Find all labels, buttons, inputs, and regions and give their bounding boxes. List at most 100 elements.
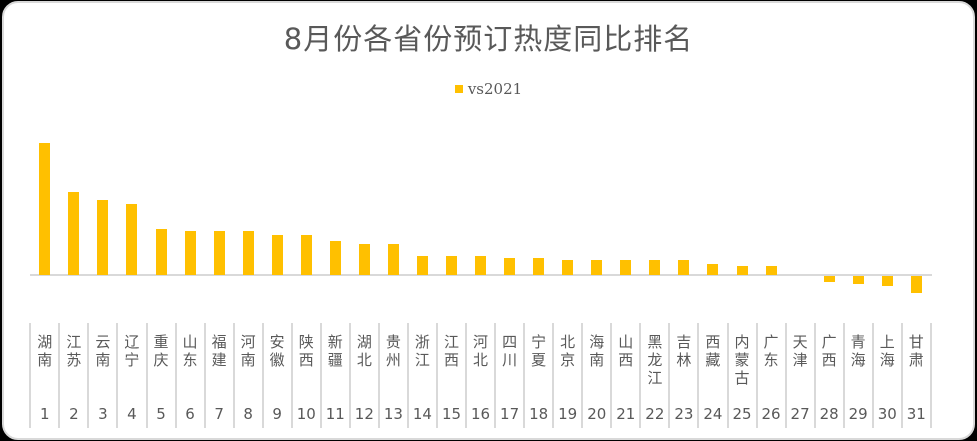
bar xyxy=(562,260,574,275)
category-label: 天津 xyxy=(792,333,808,369)
bar xyxy=(184,231,196,275)
category-divider xyxy=(668,323,671,428)
bar xyxy=(823,276,835,282)
category-label: 四川 xyxy=(502,333,518,369)
bar xyxy=(765,266,777,275)
bar xyxy=(475,256,487,275)
rank-label: 28 xyxy=(819,405,839,423)
rank-label: 24 xyxy=(703,405,723,423)
bar xyxy=(68,192,80,275)
category-label: 河北 xyxy=(473,333,489,369)
category-label: 黑龙江 xyxy=(647,333,663,387)
category-divider xyxy=(465,323,468,428)
category-label: 云南 xyxy=(95,333,111,369)
rank-label: 15 xyxy=(441,405,462,423)
category-label: 青海 xyxy=(850,333,866,369)
bar xyxy=(97,200,109,275)
category-divider xyxy=(377,323,380,428)
category-divider xyxy=(871,323,874,428)
bar xyxy=(446,256,458,275)
category-divider xyxy=(436,323,438,428)
rank-label: 14 xyxy=(412,405,432,423)
category-label: 江西 xyxy=(443,333,459,369)
bar xyxy=(358,244,370,275)
rank-label: 5 xyxy=(156,405,166,423)
category-label: 陕西 xyxy=(298,333,314,369)
category-label: 湖北 xyxy=(356,333,372,369)
category-divider xyxy=(116,323,119,428)
bar xyxy=(271,235,283,275)
bar xyxy=(881,276,893,286)
bar xyxy=(678,260,690,275)
rank-label: 8 xyxy=(243,405,253,423)
category-divider xyxy=(813,323,816,428)
rank-label: 4 xyxy=(127,405,137,423)
bar xyxy=(852,276,864,284)
category-label: 安徽 xyxy=(269,333,285,369)
category-divider xyxy=(900,323,903,428)
rank-label: 16 xyxy=(471,405,491,423)
category-divider xyxy=(87,323,90,428)
category-divider xyxy=(726,323,729,428)
bar xyxy=(242,231,254,275)
rank-label: 30 xyxy=(877,405,897,423)
category-divider xyxy=(929,323,932,428)
bar xyxy=(649,260,661,275)
category-label: 江苏 xyxy=(66,333,82,369)
category-label: 辽宁 xyxy=(124,333,140,369)
bar xyxy=(707,264,719,275)
category-divider xyxy=(639,323,642,428)
category-label: 海南 xyxy=(589,333,605,369)
rank-label: 10 xyxy=(296,405,316,423)
category-divider xyxy=(755,323,758,428)
category-label: 山西 xyxy=(618,333,634,369)
legend-swatch-icon xyxy=(454,85,463,93)
rank-label: 26 xyxy=(761,405,781,423)
category-divider xyxy=(232,323,235,428)
rank-label: 22 xyxy=(645,405,665,423)
chart-title: 8月份各省份预订热度同比排名 xyxy=(283,22,694,56)
bar xyxy=(387,244,399,275)
rank-label: 19 xyxy=(558,405,578,423)
rank-label: 3 xyxy=(98,405,108,423)
bar xyxy=(155,229,167,275)
category-divider xyxy=(610,323,613,428)
rank-label: 11 xyxy=(325,405,345,423)
category-label: 内蒙古 xyxy=(734,333,750,387)
bar xyxy=(736,266,748,275)
category-label: 贵州 xyxy=(385,333,401,369)
bar xyxy=(126,204,138,275)
bar xyxy=(620,260,632,275)
bar xyxy=(329,241,341,275)
rank-label: 23 xyxy=(674,405,694,423)
category-axis-line xyxy=(30,274,932,276)
category-divider xyxy=(842,323,845,428)
category-divider xyxy=(58,323,61,428)
bar xyxy=(533,258,545,275)
rank-label: 2 xyxy=(69,405,79,423)
rank-label: 29 xyxy=(848,405,868,423)
category-divider xyxy=(174,323,177,428)
category-label: 浙江 xyxy=(414,333,430,369)
rank-label: 20 xyxy=(587,405,607,423)
category-label: 山东 xyxy=(182,333,198,369)
rank-label: 13 xyxy=(383,405,403,423)
rank-label: 7 xyxy=(214,405,224,423)
category-divider xyxy=(494,323,497,428)
category-label: 甘肃 xyxy=(908,333,924,369)
bar xyxy=(213,231,225,275)
category-divider xyxy=(784,323,787,428)
category-label: 重庆 xyxy=(153,333,169,369)
category-label: 吉林 xyxy=(676,333,692,369)
category-label: 河南 xyxy=(240,333,256,369)
category-label: 广东 xyxy=(763,333,779,369)
category-label: 上海 xyxy=(879,333,895,369)
chart-legend: vs2021 xyxy=(0,80,977,98)
category-label: 福建 xyxy=(211,333,227,369)
bar xyxy=(910,276,922,293)
category-divider xyxy=(552,323,555,428)
bar xyxy=(591,260,603,275)
category-divider xyxy=(290,323,293,428)
category-label: 宁夏 xyxy=(531,333,547,369)
